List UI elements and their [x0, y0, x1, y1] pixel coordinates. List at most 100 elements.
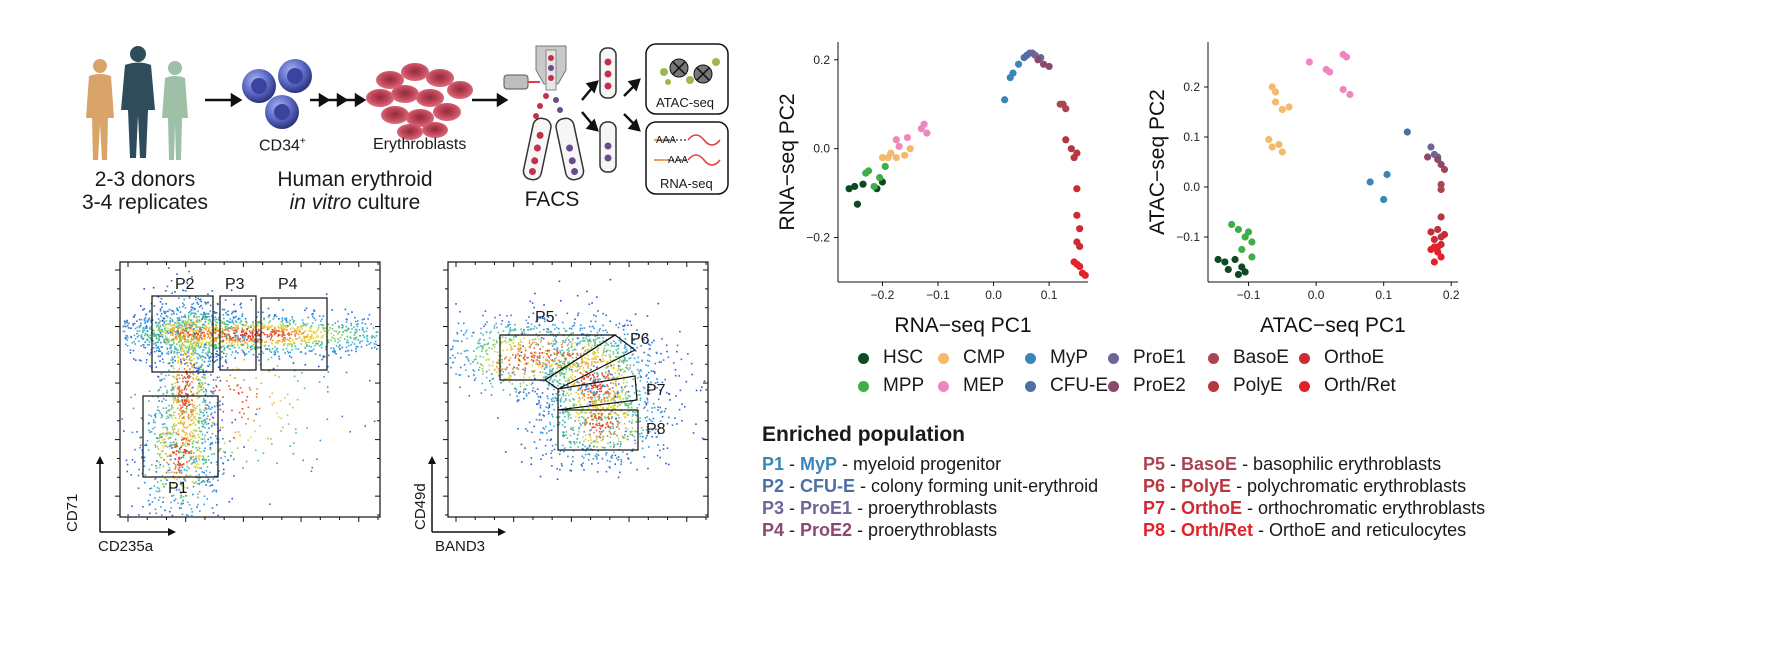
event-dot [563, 435, 566, 437]
event-dot [183, 388, 186, 391]
event-dot [573, 364, 576, 366]
event-dot [270, 336, 273, 339]
event-dot [214, 411, 216, 414]
cd34-text: CD34 [259, 137, 300, 155]
event-dot [361, 318, 364, 321]
event-dot [315, 336, 318, 338]
event-dot [190, 359, 193, 362]
event-dot [604, 344, 606, 347]
event-dot [296, 330, 298, 332]
event-dot [143, 456, 146, 459]
event-dot [577, 342, 579, 345]
event-dot [581, 359, 584, 362]
event-dot [250, 339, 252, 341]
event-dot [162, 501, 164, 503]
event-dot [204, 418, 206, 421]
event-dot [565, 434, 567, 436]
event-dot [196, 506, 198, 508]
event-dot [237, 318, 239, 321]
event-dot [551, 359, 554, 361]
event-dot [213, 311, 216, 313]
event-dot [258, 328, 260, 331]
event-dot [269, 503, 271, 505]
event-dot [195, 455, 197, 458]
event-dot [624, 416, 627, 418]
event-dot [599, 418, 601, 420]
event-dot [251, 331, 253, 333]
event-dot [557, 364, 560, 367]
event-dot [579, 324, 582, 327]
event-dot [141, 449, 143, 452]
event-dot [605, 354, 607, 357]
event-dot [678, 375, 680, 377]
event-dot [588, 303, 591, 306]
event-dot [191, 306, 194, 309]
event-dot [197, 326, 200, 328]
event-dot [331, 328, 334, 330]
event-dot [188, 503, 191, 506]
event-dot [201, 323, 204, 326]
event-dot [178, 326, 181, 329]
event-dot [172, 361, 174, 364]
event-dot [193, 357, 196, 360]
event-dot [646, 434, 648, 437]
event-dot [284, 325, 287, 327]
event-dot [535, 403, 538, 406]
event-dot [184, 385, 187, 387]
event-dot [567, 335, 570, 337]
event-dot [262, 311, 264, 314]
event-dot [266, 328, 269, 331]
event-dot [611, 415, 613, 418]
event-dot [137, 474, 140, 477]
event-dot [514, 328, 517, 331]
event-dot [174, 468, 176, 470]
event-dot [594, 378, 597, 381]
event-dot [573, 432, 576, 435]
event-dot [585, 388, 587, 390]
event-dot [310, 470, 313, 473]
event-dot [572, 349, 574, 352]
arrow-icon [581, 78, 641, 132]
event-dot [556, 397, 558, 400]
event-dot [575, 356, 578, 359]
event-dot [272, 318, 275, 320]
event-dot [666, 350, 668, 353]
event-dot [597, 398, 600, 401]
donor-figure-3 [162, 61, 188, 160]
event-dot [601, 354, 603, 357]
event-dot [333, 351, 336, 354]
event-dot [552, 333, 555, 335]
event-dot [149, 494, 151, 496]
event-dot [590, 398, 593, 400]
event-dot [205, 423, 208, 426]
event-dot [245, 423, 247, 425]
event-dot [167, 340, 170, 343]
event-dot [146, 439, 149, 442]
event-dot [613, 340, 615, 342]
event-dot [598, 390, 601, 393]
event-dot [509, 329, 512, 332]
event-dot [609, 388, 611, 391]
event-dot [578, 342, 581, 345]
event-dot [615, 324, 618, 326]
event-dot [351, 341, 354, 344]
event-dot [162, 423, 164, 426]
event-dot [160, 341, 162, 344]
event-dot [198, 354, 201, 357]
event-dot [577, 385, 580, 388]
event-dot [541, 432, 544, 434]
event-dot [622, 325, 624, 327]
event-dot [559, 468, 561, 471]
event-dot [691, 373, 694, 376]
event-dot [191, 353, 193, 355]
event-dot [249, 335, 251, 338]
event-dot [553, 448, 556, 451]
event-dot [173, 339, 176, 342]
event-dot [173, 477, 175, 480]
event-dot [550, 452, 552, 455]
event-dot [617, 456, 620, 458]
event-dot [296, 338, 299, 340]
event-dot [166, 332, 168, 334]
event-dot [185, 398, 187, 401]
event-dot [192, 409, 194, 411]
